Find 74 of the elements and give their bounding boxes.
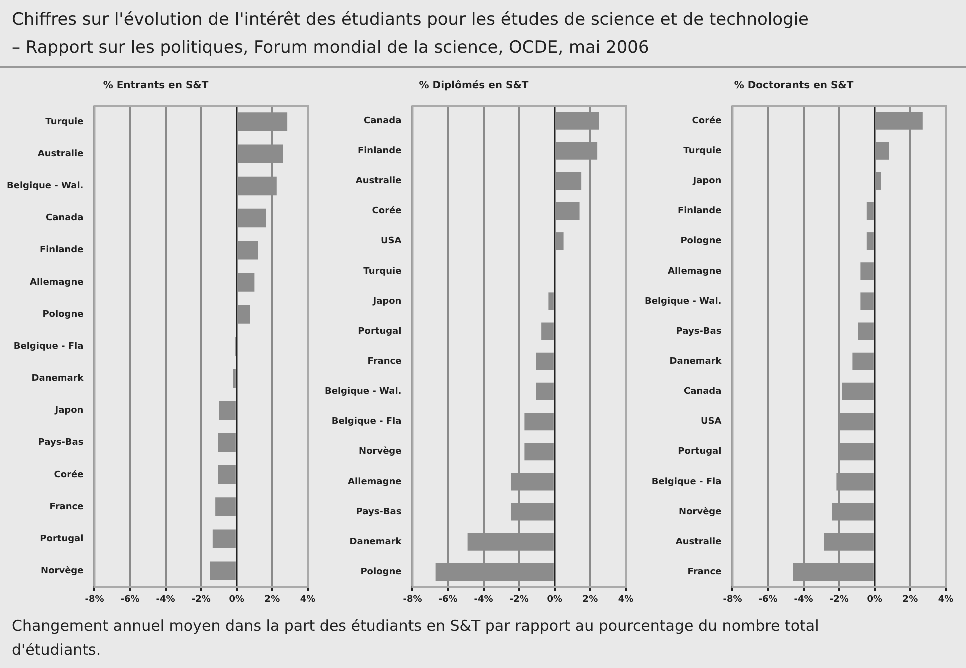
x-tick-label: 4% xyxy=(300,594,316,605)
y-tick-label: Danemark xyxy=(32,374,85,384)
y-tick-label: Pays-Bas xyxy=(356,507,402,518)
y-tick-label: Australie xyxy=(356,176,402,187)
y-tick-label: France xyxy=(50,502,84,512)
x-tick-label: -4% xyxy=(794,594,814,605)
y-tick-label: Danemark xyxy=(350,537,403,548)
y-tick-label: Pays-Bas xyxy=(676,326,722,337)
y-tick-label: Corée xyxy=(372,206,402,217)
y-tick-label: Belgique - Fla xyxy=(332,417,402,428)
y-tick-label: Canada xyxy=(364,116,402,126)
x-tick-label: 2% xyxy=(264,594,280,605)
y-tick-label: Pologne xyxy=(360,568,402,578)
y-tick-label: Belgique - Fla xyxy=(14,342,84,352)
y-tick-label: Belgique - Fla xyxy=(652,477,722,488)
y-tick-label: Portugal xyxy=(40,534,84,544)
x-tick-label: -2% xyxy=(192,594,211,605)
y-tick-label: Turquie xyxy=(46,117,84,128)
x-tick-label: -4% xyxy=(156,594,176,605)
x-tick-label: 4% xyxy=(938,594,954,605)
y-tick-label: Allemagne xyxy=(348,477,402,488)
x-tick-label: -2% xyxy=(510,594,529,605)
x-tick-label: 4% xyxy=(618,594,634,605)
x-tick-label: -8% xyxy=(85,594,104,605)
y-tick-label: Norvège xyxy=(679,506,722,518)
text: Changement annuel moyen dans la part des étudiants en S&T par rapport au pourcentage du nombre total d'étudiants. xyxy=(12,616,820,661)
y-tick-label: Canada xyxy=(684,387,722,398)
x-tick-label: 2% xyxy=(582,594,598,605)
chart-title: % Entrants en S&T xyxy=(103,80,209,92)
y-tick-label: Belgique - Wal. xyxy=(644,296,722,307)
y-tick-label: Pays-Bas xyxy=(38,438,84,448)
x-tick-label: 2% xyxy=(902,594,918,605)
y-tick-label: Portugal xyxy=(678,447,722,458)
y-tick-label: USA xyxy=(700,417,722,428)
y-tick-label: Danemark xyxy=(670,356,723,367)
x-tick-label: 0% xyxy=(229,594,245,605)
y-tick-label: Belgique - Wal. xyxy=(6,182,84,192)
y-tick-label: Allemagne xyxy=(30,278,84,288)
y-tick-label: Japon xyxy=(692,176,722,187)
chart-title: % Diplômés en S&T xyxy=(419,80,529,92)
x-tick-label: 0% xyxy=(547,594,563,605)
y-tick-label: Finlande xyxy=(678,206,722,217)
x-tick-label: -6% xyxy=(120,594,140,605)
y-tick-label: Turquie xyxy=(364,266,402,277)
y-tick-label: Belgique - Wal. xyxy=(324,387,402,398)
y-tick-label: Norvège xyxy=(359,446,402,458)
y-tick-label: Pologne xyxy=(680,236,722,247)
y-tick-label: Canada xyxy=(46,214,84,224)
y-tick-label: Allemagne xyxy=(668,266,722,277)
y-tick-label: USA xyxy=(380,236,402,247)
y-tick-label: Corée xyxy=(54,469,84,480)
y-tick-label: Norvège xyxy=(41,566,84,577)
y-tick-label: France xyxy=(688,568,722,578)
x-tick-label: -8% xyxy=(403,594,422,605)
y-tick-label: Australie xyxy=(676,537,722,548)
y-tick-label: Pologne xyxy=(42,310,84,320)
y-tick-label: Finlande xyxy=(40,246,84,256)
x-tick-label: -4% xyxy=(474,594,494,605)
y-tick-label: France xyxy=(368,356,402,367)
x-tick-label: -6% xyxy=(758,594,778,605)
y-tick-label: Finlande xyxy=(358,146,402,156)
y-tick-label: Japon xyxy=(54,406,84,416)
y-tick-label: Japon xyxy=(372,296,402,307)
x-tick-label: -6% xyxy=(438,594,458,605)
text: Chiffres sur l'évolution de l'intérêt des étudiants pour les études de science et de technologie xyxy=(12,9,810,32)
y-tick-label: Portugal xyxy=(358,326,402,337)
text: – Rapport sur les politiques, Forum mondial de la science, OCDE, mai 2006 xyxy=(12,37,650,60)
y-tick-label: Australie xyxy=(38,149,84,160)
x-tick-label: -8% xyxy=(723,594,742,605)
y-tick-label: Turquie xyxy=(684,146,722,156)
x-tick-label: -2% xyxy=(830,594,849,605)
y-tick-label: Corée xyxy=(692,115,722,126)
x-tick-label: 0% xyxy=(867,594,883,605)
chart-title: % Doctorants en S&T xyxy=(734,80,854,92)
